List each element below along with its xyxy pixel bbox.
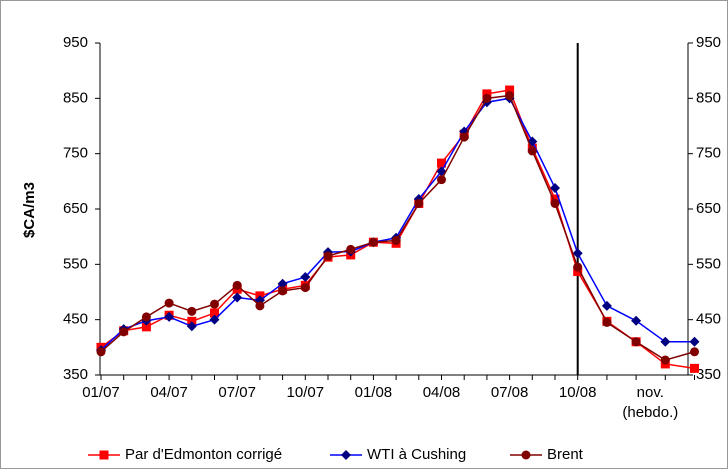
marker bbox=[690, 363, 699, 373]
marker bbox=[119, 327, 129, 337]
marker bbox=[164, 311, 175, 322]
legend-label: Par d'Edmonton corrigé bbox=[125, 446, 282, 463]
marker bbox=[277, 278, 288, 289]
marker bbox=[368, 237, 378, 247]
marker bbox=[187, 306, 197, 316]
marker bbox=[631, 315, 642, 326]
y2-tick-label: 650 bbox=[696, 200, 721, 217]
marker bbox=[482, 93, 492, 103]
marker bbox=[391, 236, 401, 246]
marker bbox=[573, 262, 583, 272]
marker bbox=[550, 198, 560, 208]
marker bbox=[186, 321, 197, 332]
legend-label: WTI à Cushing bbox=[367, 446, 466, 463]
marker bbox=[210, 308, 219, 318]
marker bbox=[459, 132, 469, 142]
marker bbox=[660, 355, 670, 365]
y-tick-label: 750 bbox=[63, 145, 88, 162]
marker bbox=[660, 336, 671, 347]
marker bbox=[300, 283, 310, 293]
y-tick-label: 950 bbox=[63, 34, 88, 51]
x-tick-label: nov. (hebdo.) bbox=[622, 384, 679, 421]
x-tick-label: 10/07 bbox=[286, 384, 325, 401]
marker bbox=[527, 146, 537, 156]
marker bbox=[346, 244, 356, 254]
marker bbox=[505, 85, 515, 95]
marker bbox=[414, 198, 424, 208]
marker bbox=[209, 314, 220, 325]
x-tick-label: 01/07 bbox=[82, 384, 120, 401]
y-tick-label: 350 bbox=[63, 366, 88, 383]
y2-tick-label: 750 bbox=[696, 145, 721, 162]
y-axis-label: $CA/m3 bbox=[21, 182, 38, 238]
marker bbox=[232, 292, 243, 303]
x-tick-label: 07/07 bbox=[218, 384, 256, 401]
y2-tick-label: 450 bbox=[696, 311, 721, 328]
y2-tick-label: 350 bbox=[696, 366, 721, 383]
y-tick-label: 450 bbox=[63, 311, 88, 328]
marker bbox=[601, 300, 612, 311]
marker bbox=[690, 347, 699, 357]
marker bbox=[521, 450, 531, 460]
marker bbox=[278, 286, 288, 296]
marker bbox=[99, 450, 109, 460]
x-tick-label: 04/08 bbox=[422, 384, 461, 401]
marker bbox=[255, 301, 265, 311]
marker bbox=[300, 272, 311, 283]
marker bbox=[631, 337, 641, 347]
marker bbox=[602, 317, 612, 327]
marker bbox=[164, 298, 174, 308]
marker bbox=[550, 182, 560, 193]
x-tick-label: 07/08 bbox=[490, 384, 529, 401]
marker bbox=[210, 299, 219, 309]
y2-tick-label: 950 bbox=[696, 34, 721, 51]
marker bbox=[141, 312, 151, 322]
marker bbox=[505, 91, 515, 101]
marker bbox=[323, 251, 333, 261]
x-tick-label: 10/08 bbox=[558, 384, 597, 401]
x-tick-label: 01/08 bbox=[354, 384, 393, 401]
y2-tick-label: 550 bbox=[696, 255, 721, 272]
x-tick-label: 04/07 bbox=[150, 384, 188, 401]
marker bbox=[437, 175, 446, 185]
y-tick-label: 850 bbox=[63, 89, 88, 106]
marker bbox=[96, 347, 106, 357]
y-tick-label: 550 bbox=[63, 255, 88, 272]
marker bbox=[341, 450, 351, 460]
marker bbox=[689, 336, 700, 347]
y-tick-label: 650 bbox=[63, 200, 88, 217]
y2-tick-label: 850 bbox=[696, 89, 721, 106]
marker bbox=[437, 158, 446, 168]
marker bbox=[572, 248, 583, 259]
legend-label: Brent bbox=[547, 446, 584, 463]
marker bbox=[141, 322, 151, 332]
marker bbox=[232, 280, 242, 290]
